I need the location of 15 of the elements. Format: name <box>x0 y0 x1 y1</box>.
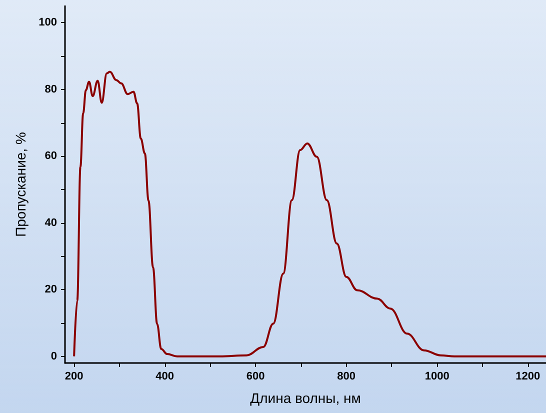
x-tick-label: 600 <box>246 370 265 382</box>
x-tick-label: 200 <box>64 370 84 382</box>
y-tick-label: 60 <box>44 150 57 162</box>
x-tick-label: 400 <box>156 370 174 382</box>
y-axis-title: Пропускание, % <box>12 132 29 237</box>
y-tick-label: 80 <box>44 83 57 96</box>
x-tick-label: 800 <box>337 370 356 382</box>
x-tick-label: 1000 <box>424 370 450 382</box>
x-axis-title: Длина волны, нм <box>250 390 361 406</box>
y-tick-label: 100 <box>38 16 57 29</box>
y-tick-label: 20 <box>44 284 57 296</box>
y-tick-label: 0 <box>50 350 57 362</box>
x-tick-label: 1200 <box>516 370 540 382</box>
line-series <box>73 70 546 358</box>
y-tick-label: 40 <box>44 216 57 229</box>
